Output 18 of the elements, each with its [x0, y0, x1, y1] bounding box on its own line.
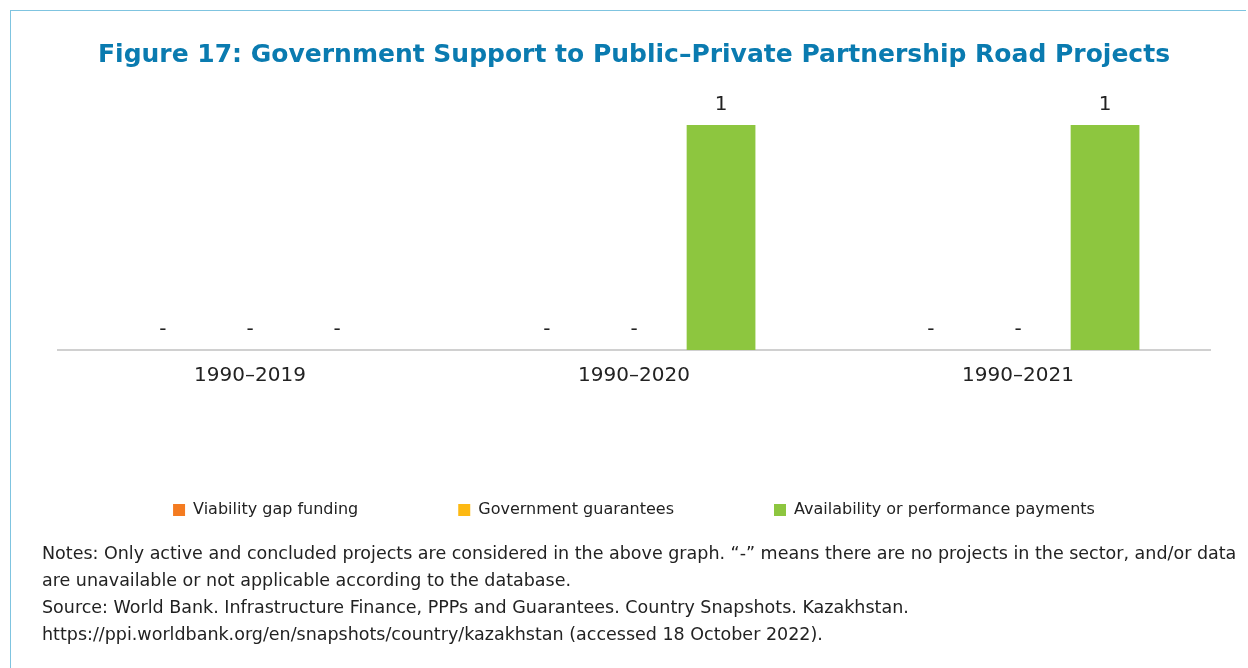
text: - — [630, 316, 638, 341]
data-label: 1 — [1098, 91, 1112, 116]
x-tick-label: 1990–2020 — [578, 362, 690, 387]
text: - — [927, 316, 935, 341]
text: - — [246, 316, 254, 341]
source-note: Source: World Bank. Infrastructure Finance, PPPs and Guarantees. Country Snapshots. Kazakhstan. https://ppi.worldbank.org/en/snapshots/country/kazakhstan (accessed 18 October 2022). — [42, 596, 910, 646]
legend-label: Availability or performance payments — [794, 499, 1095, 519]
legend-label: Government guarantees — [478, 499, 675, 519]
data-label: 1 — [714, 91, 728, 116]
text: - — [159, 316, 167, 341]
x-tick-label: 1990–2021 — [962, 362, 1074, 387]
text: - — [333, 316, 341, 341]
text: Notes: Only active and concluded projects are considered in the above graph. “-” means there are no projects in the sector, and/or data are unavailable or not applicable according to the database. — [42, 542, 1237, 592]
chart-title: Figure 17: Government Support to Public–Private Partnership Road Projects — [97, 38, 1171, 68]
legend-label: Viability gap funding — [193, 499, 359, 519]
text: - — [543, 316, 551, 341]
text: - — [1014, 316, 1022, 341]
x-tick-label: 1990–2019 — [194, 362, 306, 387]
